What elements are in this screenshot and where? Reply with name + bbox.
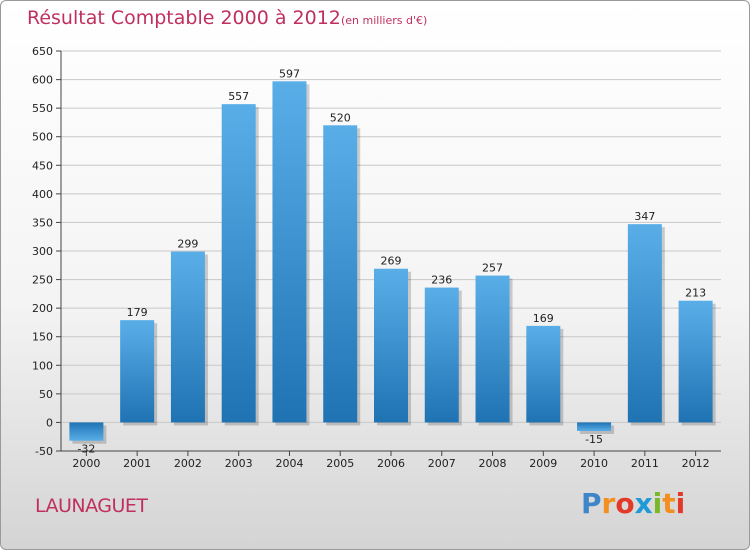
proxiti-logo[interactable]: Proxiti (581, 487, 686, 520)
bar-2002 (170, 251, 205, 423)
y-tick-label: 150 (32, 331, 53, 344)
value-label-2005: 520 (330, 111, 351, 124)
bar-2000 (69, 422, 104, 441)
y-tick-label: -50 (35, 445, 53, 458)
value-label-2007: 236 (431, 274, 452, 287)
commune-name: LAUNAGUET (35, 495, 148, 517)
value-label-2009: 169 (533, 312, 554, 325)
bar-2012 (678, 300, 713, 423)
x-tick-label: 2002 (174, 457, 202, 470)
y-tick-label: 550 (32, 102, 53, 115)
bar-2006 (374, 268, 408, 423)
x-tick-label: 2000 (72, 457, 100, 470)
x-tick-label: 2005 (326, 457, 354, 470)
value-label-2011: 347 (634, 210, 655, 223)
x-tick-label: 2012 (682, 457, 710, 470)
y-tick-label: 600 (32, 74, 53, 87)
bars (69, 81, 716, 444)
y-tick-label: 400 (32, 188, 53, 201)
bar-2007 (424, 287, 459, 423)
y-tick-label: 200 (32, 302, 53, 315)
value-label-2008: 257 (482, 262, 503, 275)
x-tick-label: 2003 (225, 457, 253, 470)
bar-2001 (120, 320, 155, 423)
y-tick-label: 0 (46, 416, 53, 429)
y-tick-label: 100 (32, 359, 53, 372)
x-tick-label: 2006 (377, 457, 405, 470)
axes (56, 50, 721, 456)
value-label-2006: 269 (381, 255, 402, 268)
value-label-2000: -32 (77, 443, 95, 456)
x-tick-label: 2011 (631, 457, 659, 470)
x-tick-label: 2001 (123, 457, 151, 470)
bar-2011 (627, 224, 662, 423)
y-tick-label: 300 (32, 245, 53, 258)
x-tick-label: 2008 (479, 457, 507, 470)
y-tick-label: 250 (32, 274, 53, 287)
y-tick-label: 50 (39, 388, 53, 401)
value-label-2010: -15 (585, 433, 603, 446)
y-tick-label: 450 (32, 159, 53, 172)
x-tick-label: 2010 (580, 457, 608, 470)
x-tick-label: 2004 (275, 457, 303, 470)
y-tick-label: 650 (32, 45, 53, 58)
bar-2004 (272, 81, 307, 423)
value-label-2002: 299 (177, 238, 198, 251)
y-tick-label: 500 (32, 131, 53, 144)
chart-title: Résultat Comptable 2000 à 2012 (27, 7, 341, 29)
bar-2009 (526, 325, 561, 423)
bar-2003 (221, 104, 256, 423)
bar-2010 (577, 422, 612, 431)
x-tick-label: 2009 (529, 457, 557, 470)
value-label-2001: 179 (127, 306, 148, 319)
bar-2005 (323, 125, 358, 423)
value-label-2003: 557 (228, 90, 249, 103)
x-tick-label: 2007 (428, 457, 456, 470)
bar-2008 (475, 275, 510, 423)
labels: -50 0 50 100 150 200 250 300 350 400 450 500 550 600 6… (32, 45, 710, 470)
value-label-2004: 597 (279, 67, 300, 80)
y-tick-label: 350 (32, 216, 53, 229)
chart-subtitle: (en milliers d'€) (341, 14, 428, 27)
value-label-2012: 213 (685, 287, 706, 300)
